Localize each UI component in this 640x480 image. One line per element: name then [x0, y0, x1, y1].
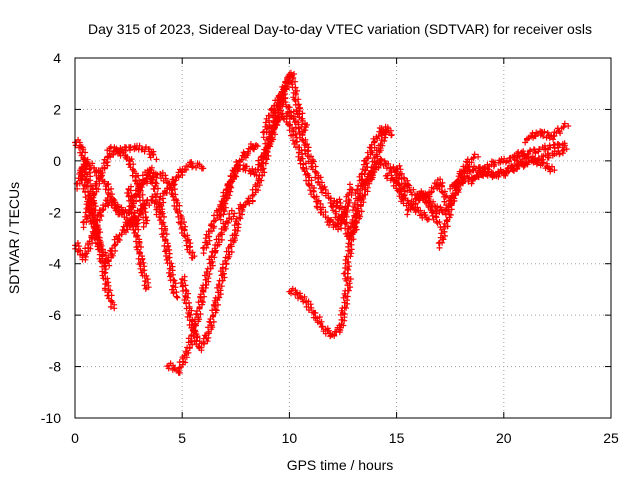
series-markers — [178, 201, 247, 354]
y-tick-label: 4 — [53, 50, 61, 66]
series-arc12 — [178, 201, 247, 354]
series-arc4 — [77, 163, 142, 269]
series-arc30 — [511, 149, 558, 175]
series-markers — [77, 163, 142, 269]
x-tick-label: 25 — [603, 430, 619, 446]
data-markers — [72, 69, 572, 376]
series-markers — [239, 69, 310, 213]
y-tick-label: 2 — [53, 101, 61, 117]
y-tick-label: -6 — [49, 307, 62, 323]
series-arc17 — [273, 110, 356, 233]
series-arc18 — [286, 274, 354, 340]
y-axis-label: SDTVAR / TECUs — [6, 182, 22, 294]
x-tick-label: 0 — [71, 430, 79, 446]
x-tick-label: 15 — [389, 430, 405, 446]
y-tick-label: -8 — [49, 359, 62, 375]
x-tick-label: 20 — [496, 430, 512, 446]
y-tick-label: 0 — [53, 153, 61, 169]
series-markers — [149, 191, 181, 301]
series-markers — [164, 207, 238, 376]
series-markers — [104, 142, 160, 163]
y-tick-label: -4 — [49, 256, 62, 272]
plot-frame — [74, 57, 612, 419]
series-arc10 — [153, 159, 207, 218]
chart-title: Day 315 of 2023, Sidereal Day-to-day VTE… — [88, 21, 592, 37]
series-markers — [286, 274, 354, 340]
series-arc15 — [239, 69, 310, 213]
x-axis-label: GPS time / hours — [287, 457, 394, 473]
x-tick-label: 10 — [282, 430, 298, 446]
series-arc6 — [104, 142, 160, 163]
x-tick-label: 5 — [178, 430, 186, 446]
series-markers — [340, 123, 395, 282]
series-markers — [124, 183, 152, 292]
series-markers — [511, 149, 558, 175]
series-markers — [522, 120, 572, 146]
y-tick-label: -2 — [49, 204, 62, 220]
axis-ticks: 0 5 10 15 20 25 -10 -8 -6 -4 -2 0 2 4 — [41, 50, 619, 446]
grid-lines — [75, 58, 611, 418]
y-tick-label: -10 — [41, 410, 61, 426]
series-arc11 — [164, 207, 238, 376]
series-arc7 — [124, 183, 152, 292]
series-arc9 — [149, 191, 181, 301]
series-markers — [260, 92, 345, 232]
series-markers — [153, 159, 207, 218]
series-arc31 — [522, 120, 572, 146]
series-markers — [273, 110, 356, 233]
series-arc20 — [340, 123, 395, 282]
series-arc16 — [260, 92, 345, 232]
